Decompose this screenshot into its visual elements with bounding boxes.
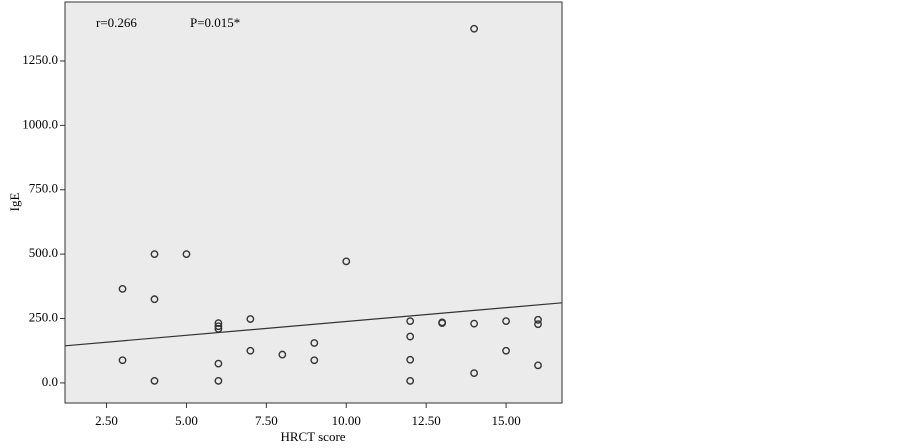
point [150, 376, 159, 385]
y-tick-label: 250.0 [29, 310, 58, 325]
point [310, 356, 319, 365]
trend-line [64, 302, 563, 347]
point [214, 322, 223, 331]
point [406, 355, 415, 364]
point [406, 376, 415, 385]
point [470, 24, 479, 33]
point [214, 319, 223, 328]
point [470, 319, 479, 328]
y-tick-label: 750.0 [29, 181, 58, 196]
x-tick-label: 10.00 [332, 413, 361, 428]
point [118, 356, 127, 365]
point [214, 376, 223, 385]
point [310, 339, 319, 347]
point [150, 295, 159, 304]
annotation: r=0.266 [96, 15, 137, 30]
point [534, 320, 542, 329]
point [342, 257, 351, 266]
x-tick-label: 12.50 [412, 413, 441, 428]
point [534, 315, 542, 324]
point [470, 369, 479, 378]
x-tick-label: 15.00 [491, 413, 520, 428]
annotation: P=0.015* [190, 15, 240, 30]
point [406, 332, 415, 341]
point [182, 250, 191, 259]
y-tick-label: 0.0 [42, 374, 58, 389]
point [438, 319, 447, 328]
point [246, 315, 255, 323]
point [502, 346, 510, 355]
x-tick-label: 5.00 [175, 413, 198, 428]
point [502, 317, 510, 326]
point [406, 317, 415, 326]
y-axis-label: IgE [7, 193, 22, 212]
point [118, 285, 127, 293]
point [534, 361, 542, 370]
point [150, 250, 159, 259]
point [246, 346, 255, 355]
point [214, 324, 223, 333]
y-tick-label: 1000.0 [22, 116, 58, 131]
x-axis-label: HRCT score [280, 429, 345, 444]
point [214, 359, 223, 368]
x-tick-label: 7.50 [255, 413, 278, 428]
plot-area [64, 1, 563, 404]
y-tick-label: 500.0 [29, 245, 58, 260]
point [278, 350, 287, 359]
x-tick-label: 2.50 [95, 413, 118, 428]
y-tick-label: 1250.0 [22, 52, 58, 67]
